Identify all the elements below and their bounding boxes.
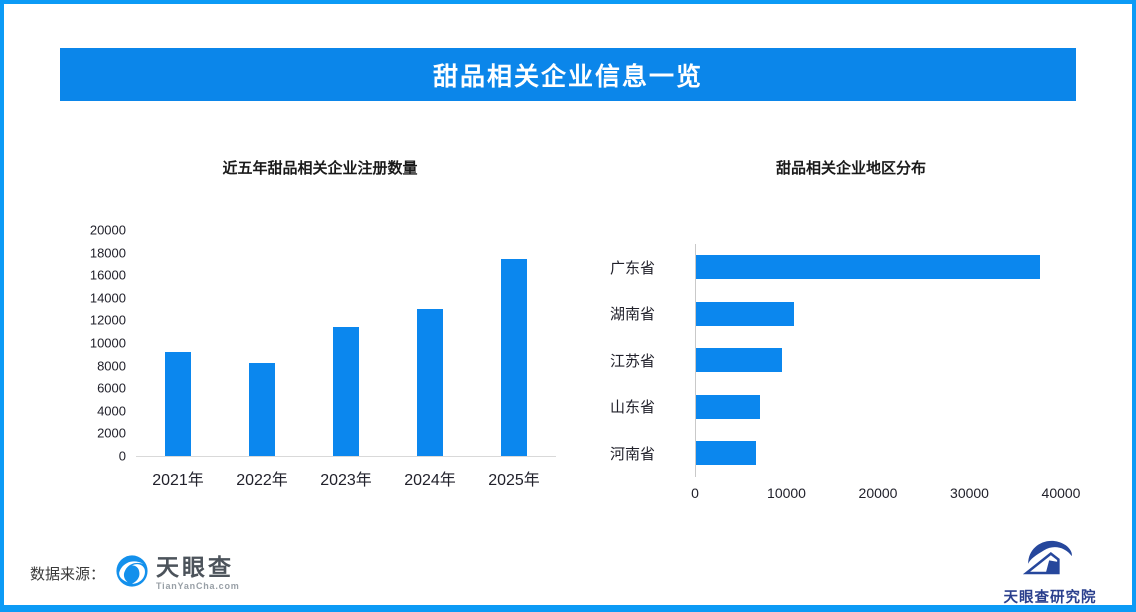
- reg-chart-plot: [136, 230, 556, 457]
- bar-2021年: [165, 352, 191, 456]
- region-label: 湖南省: [610, 306, 656, 324]
- bar-湖南省: [696, 301, 794, 326]
- y-tick-label: 12000: [89, 312, 126, 328]
- region-chart-bars: [695, 244, 1062, 477]
- charts-area: 近五年甜品相关企业注册数量 0 2000 4000 6000 8000 10000 1200…: [60, 101, 1092, 503]
- x-category-label: 2024年: [404, 472, 456, 489]
- tianyancha-domain: TianYanCha.com: [156, 581, 240, 591]
- x-tick-label: 20000: [858, 484, 898, 501]
- tianyancha-swirl-eye-icon: [115, 554, 149, 593]
- bar-2022年: [249, 363, 275, 456]
- bar-column: [220, 230, 304, 456]
- x-category-label: 2023年: [320, 472, 372, 489]
- reg-chart-y-axis: 0 2000 4000 6000 8000 10000 12000 14000 16000 180…: [60, 223, 136, 464]
- bar-广东省: [696, 255, 1041, 280]
- institute-name: 天眼查研究院: [1003, 590, 1097, 606]
- y-tick-label: 0: [118, 448, 126, 464]
- page-title-banner: 甜品相关企业信息一览: [60, 48, 1076, 101]
- x-category-label: 2022年: [236, 472, 288, 489]
- tianyancha-logo: 天眼查 TianYanCha.com: [115, 554, 240, 593]
- region-label: 河南省: [610, 445, 656, 463]
- bar-row: [696, 337, 1062, 384]
- data-source-label: 数据来源：: [30, 566, 106, 583]
- x-tick-label: 0: [691, 484, 699, 501]
- y-tick-label: 10000: [89, 335, 126, 351]
- x-tick-label: 40000: [1041, 484, 1081, 501]
- bar-row: [696, 430, 1062, 477]
- y-tick-label: 14000: [89, 290, 126, 306]
- x-tick-label: 30000: [950, 484, 989, 501]
- bar-column: [388, 230, 472, 456]
- regions-chart-section: 甜品相关企业地区分布 广东省湖南省江苏省山东省河南省 0 10000 20000 30…: [610, 101, 1092, 503]
- tianyancha-wordmark: 天眼查 TianYanCha.com: [156, 556, 240, 591]
- bar-column: [136, 230, 220, 456]
- region-label: 江苏省: [610, 352, 656, 370]
- tianyancha-name: 天眼查: [156, 554, 235, 580]
- bar-row: [696, 384, 1062, 431]
- regions-chart-title: 甜品相关企业地区分布: [775, 160, 926, 177]
- region-chart-x-axis: 0 10000 20000 30000 40000: [691, 484, 1080, 503]
- bar-江苏省: [696, 348, 782, 373]
- region-label: 山东省: [610, 399, 656, 417]
- bar-row: [696, 291, 1062, 338]
- region-label: 广东省: [610, 259, 656, 277]
- bar-2025年: [501, 259, 527, 456]
- bar-山东省: [696, 394, 761, 419]
- institute-swirl-house-icon: [1022, 536, 1077, 583]
- y-tick-label: 20000: [89, 222, 126, 238]
- page-title: 甜品相关企业信息一览: [432, 62, 703, 91]
- bar-河南省: [696, 441, 757, 466]
- regions-bar-chart: 广东省湖南省江苏省山东省河南省: [610, 244, 1092, 477]
- y-tick-label: 4000: [97, 403, 126, 419]
- y-tick-label: 16000: [89, 267, 126, 283]
- bar-2023年: [333, 327, 359, 456]
- research-institute-logo: 天眼查研究院: [990, 536, 1110, 606]
- y-tick-label: 2000: [97, 425, 126, 441]
- x-tick-label: 10000: [767, 484, 806, 501]
- y-tick-label: 6000: [97, 380, 126, 396]
- data-source-row: 数据来源： 天眼查 TianYanCha.com: [30, 554, 240, 593]
- x-category-label: 2021年: [152, 472, 204, 489]
- region-chart-labels: 广东省湖南省江苏省山东省河南省: [610, 244, 695, 477]
- x-category-label: 2025年: [488, 472, 540, 489]
- bar-2024年: [417, 309, 443, 456]
- registrations-bar-chart: 0 2000 4000 6000 8000 10000 12000 14000 16000 180…: [60, 223, 580, 464]
- y-tick-label: 8000: [97, 358, 126, 374]
- bar-column: [304, 230, 388, 456]
- bar-row: [696, 244, 1062, 291]
- reg-chart-x-labels: 2021年 2022年 2023年 2024年 2025年: [136, 466, 556, 490]
- registrations-chart-section: 近五年甜品相关企业注册数量 0 2000 4000 6000 8000 10000 1200…: [60, 101, 580, 503]
- registrations-chart-title: 近五年甜品相关企业注册数量: [222, 160, 418, 177]
- bar-column: [472, 230, 556, 456]
- y-tick-label: 18000: [89, 245, 126, 261]
